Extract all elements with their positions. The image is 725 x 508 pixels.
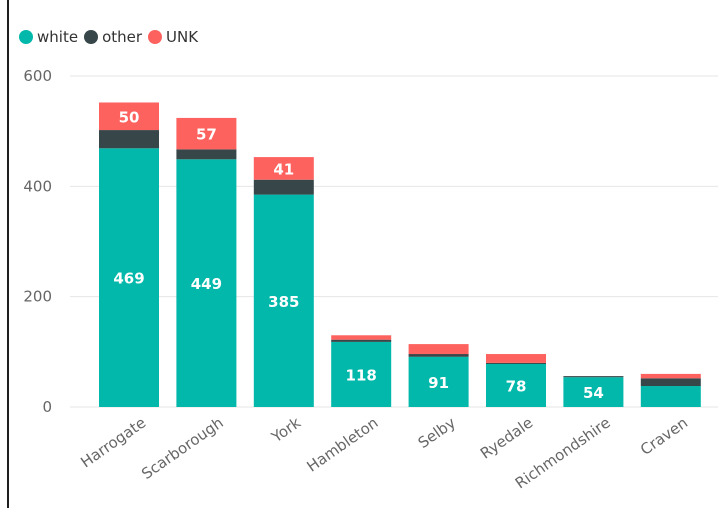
bar-unk-hambleton[interactable] [331,335,392,340]
legend-item-white[interactable]: white [19,28,78,46]
panel-border [7,0,9,508]
y-tick-label: 0 [42,398,52,416]
legend-label-unk: UNK [166,28,199,46]
data-label-white-york: 385 [268,293,299,311]
bar-other-craven[interactable] [640,378,701,387]
bar-white-york[interactable] [253,194,314,407]
data-label-unk-york: 41 [273,160,294,178]
data-label-white-scarborough: 449 [191,275,222,293]
y-tick-label: 600 [23,67,52,85]
bar-white-harrogate[interactable] [99,148,159,408]
legend-label-other: other [102,28,143,46]
legend-swatch-unk [148,30,163,44]
legend-swatch-white [19,30,33,44]
legend: white other UNK [19,28,204,46]
x-category-label: Scarborough [138,414,226,483]
bar-white-ryedale[interactable] [486,363,546,407]
x-category-label: Harrogate [77,414,149,472]
bar-unk-craven[interactable] [640,373,701,379]
data-label-white-ryedale: 78 [506,377,527,395]
data-label-white-harrogate: 469 [113,270,144,288]
data-label-unk-harrogate: 50 [119,108,140,126]
bar-other-richmondshire[interactable] [563,376,624,378]
bar-unk-selby[interactable] [408,344,469,355]
x-category-label: Ryedale [477,414,536,463]
x-category-label: Hambleton [304,414,382,476]
bar-other-hambleton[interactable] [331,339,392,342]
bar-white-richmondshire[interactable] [563,377,624,407]
data-label-unk-scarborough: 57 [196,126,217,144]
bar-white-hambleton[interactable] [331,341,392,407]
bar-white-craven[interactable] [640,386,701,407]
bar-other-harrogate[interactable] [99,130,159,149]
bar-other-scarborough[interactable] [176,149,237,160]
y-tick-label: 200 [23,288,52,306]
bar-white-scarborough[interactable] [176,159,237,407]
legend-item-other[interactable]: other [84,28,142,46]
x-category-label: York [267,413,304,446]
legend-label-white: white [37,28,79,46]
data-label-white-richmondshire: 54 [583,384,604,402]
bar-unk-harrogate[interactable] [99,102,159,131]
legend-swatch-other [84,30,99,44]
legend-item-unk[interactable]: UNK [148,28,198,46]
bar-unk-scarborough[interactable] [176,117,237,150]
y-tick-label: 400 [23,177,52,195]
bar-unk-york[interactable] [253,157,314,180]
bar-unk-ryedale[interactable] [486,354,546,363]
bar-other-york[interactable] [253,179,314,195]
x-category-label: Craven [637,414,691,459]
bar-other-ryedale[interactable] [486,362,546,364]
data-label-white-hambleton: 118 [346,366,377,384]
data-label-white-selby: 91 [428,374,449,392]
bar-other-selby[interactable] [408,354,469,357]
bar-white-selby[interactable] [408,356,469,407]
x-category-label: Selby [415,413,459,452]
